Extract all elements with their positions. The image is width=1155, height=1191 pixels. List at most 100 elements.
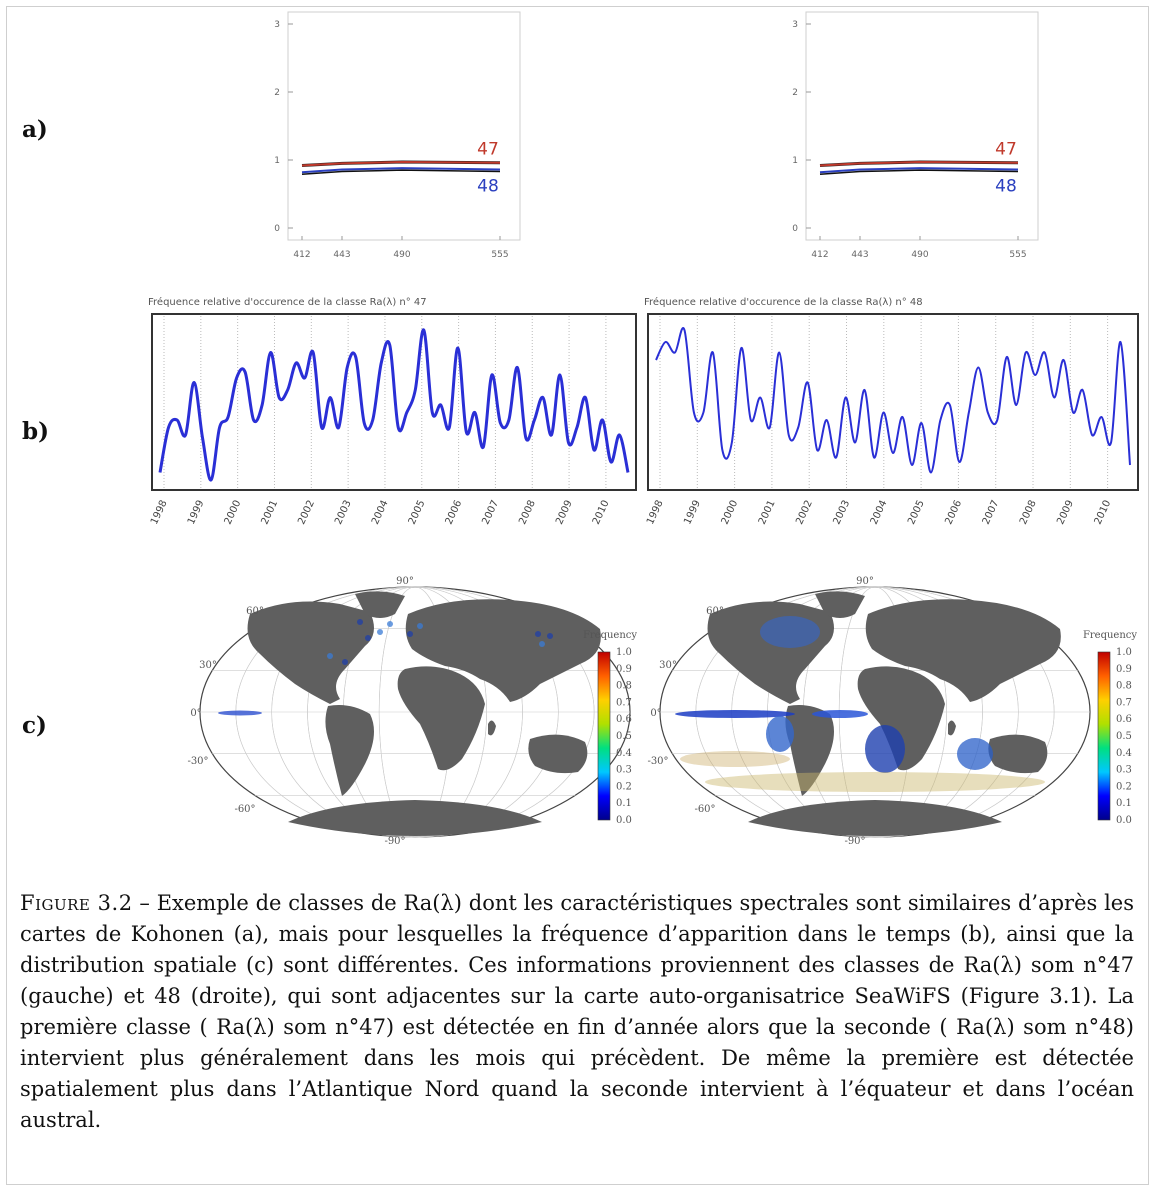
- latitude-label: -60°: [234, 804, 255, 815]
- colorbar-tick-label: 0.6: [616, 714, 632, 725]
- year-label: 2004: [370, 499, 391, 527]
- latitude-label: -90°: [844, 836, 865, 847]
- timeseries-panel-left: Fréquence relative d'occurence de la cla…: [148, 296, 637, 527]
- colorbar-tick-label: 0.9: [1116, 664, 1132, 675]
- latitude-label: 60°: [246, 606, 264, 617]
- year-label: 1999: [186, 499, 207, 527]
- series-label-47: 47: [477, 140, 499, 160]
- colorbar-tick-label: 0.4: [1116, 748, 1132, 759]
- detection-dot: [535, 631, 541, 637]
- x-tick-label: 443: [333, 250, 350, 260]
- year-label: 2009: [1055, 499, 1076, 527]
- spectrum-line-48: [301, 167, 501, 174]
- spectrum-line-47: [819, 161, 1019, 167]
- plot-frame: [287, 11, 521, 241]
- spectrum-line-48-edge: [819, 169, 1019, 175]
- timeseries-title: Fréquence relative d'occurence de la cla…: [644, 296, 923, 308]
- plot-frame: [805, 11, 1039, 241]
- colorbar: [1097, 651, 1111, 821]
- row-label-a: a): [22, 116, 48, 143]
- y-tick-label: 1: [792, 156, 798, 166]
- x-tick-label: 555: [491, 250, 508, 260]
- plot-frame: [647, 313, 1139, 491]
- detection-peru: [766, 716, 794, 752]
- africa: [857, 666, 945, 771]
- year-label: 1999: [682, 499, 703, 527]
- detection-dot: [407, 631, 413, 637]
- detection-dot: [387, 621, 393, 627]
- detection-dot: [357, 619, 363, 625]
- detection-band-pacific: [675, 710, 795, 718]
- greenland: [355, 591, 405, 618]
- frequency-line: [158, 328, 630, 482]
- colorbar-title: Frequency: [583, 630, 637, 641]
- detection-south-pacific: [680, 751, 790, 767]
- antarctica: [748, 800, 1002, 836]
- colorbar-tick-label: 0.6: [1116, 714, 1132, 725]
- colorbar-tick-label: 0.2: [616, 781, 632, 792]
- year-label: 1998: [645, 499, 666, 527]
- timeseries-panel-right: Fréquence relative d'occurence de la cla…: [644, 296, 1139, 527]
- caption-dash: –: [132, 891, 157, 915]
- latitude-label: -30°: [187, 756, 208, 767]
- colorbar-tick-label: 1.0: [1116, 647, 1132, 658]
- spectrum-line-48: [819, 167, 1019, 174]
- year-label: 2001: [757, 499, 778, 527]
- detection-north-atlantic: [760, 616, 820, 648]
- caption-text: Exemple de classes de Ra(λ) dont les car…: [20, 891, 1134, 1132]
- colorbar-tick-label: 0.8: [616, 681, 632, 692]
- spectrum-line-48-edge: [301, 169, 501, 175]
- series-label-48: 48: [477, 177, 499, 197]
- world-map-left: 90° 60° 30° 0° -30° -60° -90° Frequency 1.0 0.9 0.…: [187, 576, 637, 847]
- year-label: 2002: [296, 499, 317, 527]
- caption-label: Figure 3.2: [20, 891, 133, 915]
- year-label: 2005: [906, 499, 927, 527]
- south-america: [785, 705, 834, 796]
- x-tick-label: 443: [851, 250, 868, 260]
- x-tick-label: 490: [393, 250, 410, 260]
- africa: [397, 666, 485, 771]
- colorbar-tick-label: 0.7: [616, 697, 632, 708]
- colorbar-tick-label: 0.5: [616, 731, 632, 742]
- spectrum-panel-right: 3 2 1 0 412 443 490 555 47 48: [792, 11, 1039, 260]
- detection-dot: [365, 635, 371, 641]
- timeseries-title: Fréquence relative d'occurence de la cla…: [148, 296, 427, 308]
- x-tick-label: 412: [811, 250, 828, 260]
- y-tick-label: 2: [792, 88, 798, 98]
- y-tick-label: 3: [792, 20, 798, 30]
- year-label: 2010: [591, 499, 612, 527]
- y-tick-label: 1: [274, 156, 280, 166]
- north-america: [247, 601, 374, 704]
- year-label: 2010: [1093, 499, 1114, 527]
- latitude-label: -90°: [384, 836, 405, 847]
- australia: [528, 734, 588, 774]
- world-map-right: 90° 60° 30° 0° -30° -60° -90° Frequency 1.0 0.9 0.…: [647, 576, 1137, 847]
- detection-dot: [539, 641, 545, 647]
- latitude-label: -60°: [694, 804, 715, 815]
- detection-band-equator: [218, 710, 262, 716]
- eurasia: [865, 599, 1061, 702]
- year-label: 2005: [407, 499, 428, 527]
- detection-benguela: [865, 725, 905, 773]
- colorbar-tick-label: 0.8: [1116, 681, 1132, 692]
- figure-frame: [6, 6, 1149, 1185]
- colorbar-tick-label: 0.1: [1116, 798, 1132, 809]
- year-label: 2006: [943, 499, 964, 527]
- year-label: 2003: [333, 499, 354, 527]
- colorbar-tick-label: 0.9: [616, 664, 632, 675]
- year-label: 2008: [517, 499, 538, 527]
- year-label: 2001: [259, 499, 280, 527]
- year-label: 2006: [444, 499, 465, 527]
- y-tick-label: 2: [274, 88, 280, 98]
- row-label-b: b): [22, 418, 49, 445]
- south-america: [325, 705, 374, 796]
- year-label: 2000: [720, 499, 741, 527]
- detection-dot: [327, 653, 333, 659]
- year-label: 2007: [981, 499, 1002, 527]
- colorbar-tick-label: 0.5: [1116, 731, 1132, 742]
- latitude-label: 90°: [856, 576, 874, 587]
- frequency-line: [655, 327, 1131, 474]
- colorbar-tick-label: 0.0: [616, 815, 632, 826]
- detection-southern-ocean: [705, 772, 1045, 792]
- madagascar: [488, 720, 496, 736]
